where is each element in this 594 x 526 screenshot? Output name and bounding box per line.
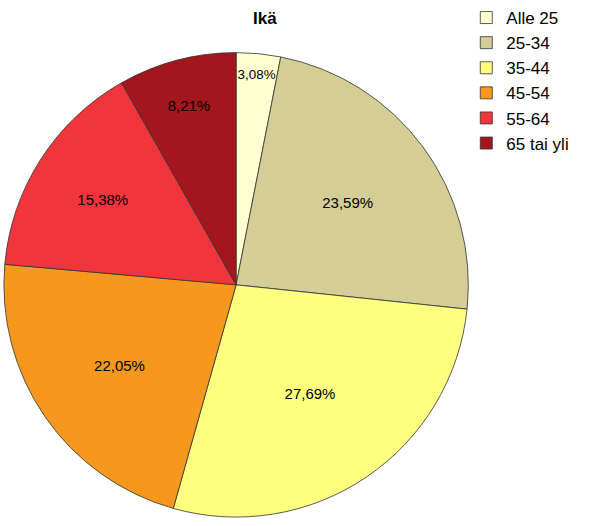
svg-text:Alle 25: Alle 25 <box>506 9 558 28</box>
svg-text:23,59%: 23,59% <box>322 194 373 211</box>
svg-text:15,38%: 15,38% <box>77 191 128 208</box>
svg-text:27,69%: 27,69% <box>285 385 336 402</box>
svg-text:Ikä: Ikä <box>253 9 277 28</box>
svg-text:8,21%: 8,21% <box>168 97 211 114</box>
svg-text:55-64: 55-64 <box>506 110 549 129</box>
svg-text:45-54: 45-54 <box>506 84 549 103</box>
svg-text:25-34: 25-34 <box>506 34 549 53</box>
svg-text:35-44: 35-44 <box>506 59 549 78</box>
svg-text:3,08%: 3,08% <box>238 67 276 82</box>
svg-text:22,05%: 22,05% <box>94 357 145 374</box>
svg-text:65 tai yli: 65 tai yli <box>506 135 568 154</box>
